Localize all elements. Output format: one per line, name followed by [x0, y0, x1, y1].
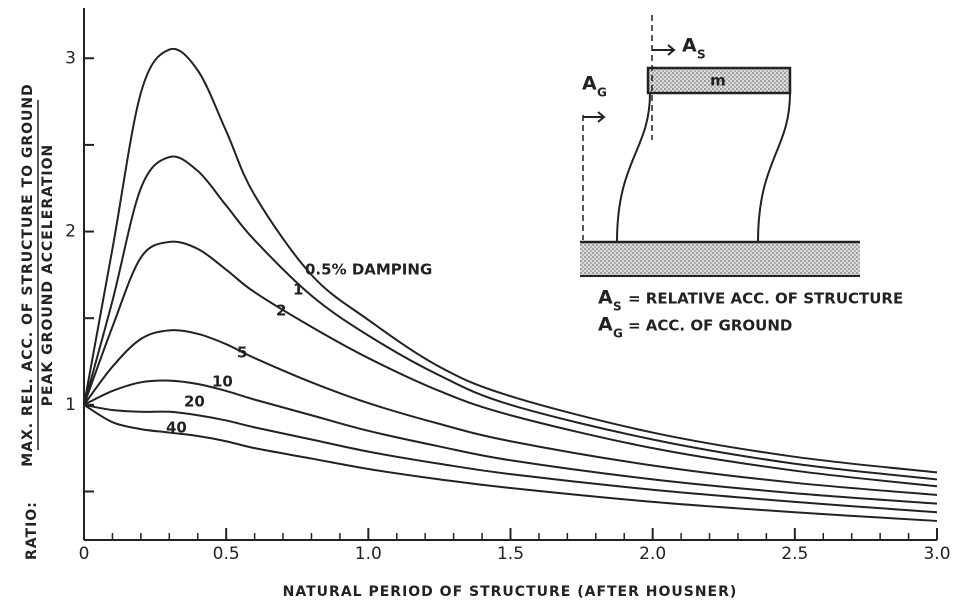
series-label: 10 [212, 373, 233, 391]
series-line [83, 155, 938, 481]
series-line [83, 403, 938, 522]
as-symbol: A [682, 35, 697, 57]
column [616, 92, 651, 243]
y-tick-label: 3 [65, 48, 76, 68]
series-line [83, 240, 938, 488]
y-tick-label: 1 [65, 395, 76, 415]
ag-sub: G [597, 86, 607, 100]
as-symbol: A [598, 287, 613, 309]
x-tick-label: 1.0 [355, 544, 382, 564]
mass-label: m [710, 72, 726, 90]
ag-text: = ACC. OF GROUND [628, 317, 792, 335]
x-tick-label: 0.5 [213, 544, 240, 564]
x-tick-label: 0 [79, 544, 90, 564]
x-axis-label: NATURAL PERIOD OF STRUCTURE (AFTER HOUSN… [283, 584, 738, 600]
mass-block [646, 66, 792, 95]
ground [580, 242, 860, 276]
series-label: 1 [293, 281, 303, 299]
series-line [83, 47, 938, 474]
as-sub: S [697, 48, 706, 62]
series-label: 0.5% DAMPING [305, 261, 432, 279]
y-axis-numerator: MAX. REL. ACC. OF STRUCTURE TO GROUND [20, 83, 36, 467]
ag-symbol: A [582, 73, 597, 95]
as-text: = RELATIVE ACC. OF STRUCTURE [628, 290, 903, 308]
column [757, 92, 791, 243]
x-tick-label: 2.0 [639, 544, 666, 564]
series-label: 20 [184, 393, 205, 411]
series-line [83, 379, 938, 505]
arrow [652, 44, 676, 56]
x-tick-label: 1.5 [497, 544, 524, 564]
ag-sub: G [613, 327, 623, 341]
arrow [583, 111, 606, 123]
y-axis-denominator: PEAK GROUND ACCELERATION [40, 144, 56, 406]
series-label: 40 [166, 419, 187, 437]
series-line [83, 329, 938, 496]
ag-symbol: A [598, 314, 613, 336]
series-label: 5 [237, 344, 247, 362]
series-line [83, 403, 938, 514]
series-label: 2 [276, 302, 286, 320]
x-tick-label: 2.5 [781, 544, 808, 564]
y-tick-label: 2 [65, 222, 76, 242]
y-axis-prefix: RATIO: [24, 501, 40, 560]
as-sub: S [613, 300, 622, 314]
inset: m A S A G A S = RELATIVE ACC. OF STRUCTU… [580, 15, 903, 341]
x-tick-label: 3.0 [923, 544, 950, 564]
